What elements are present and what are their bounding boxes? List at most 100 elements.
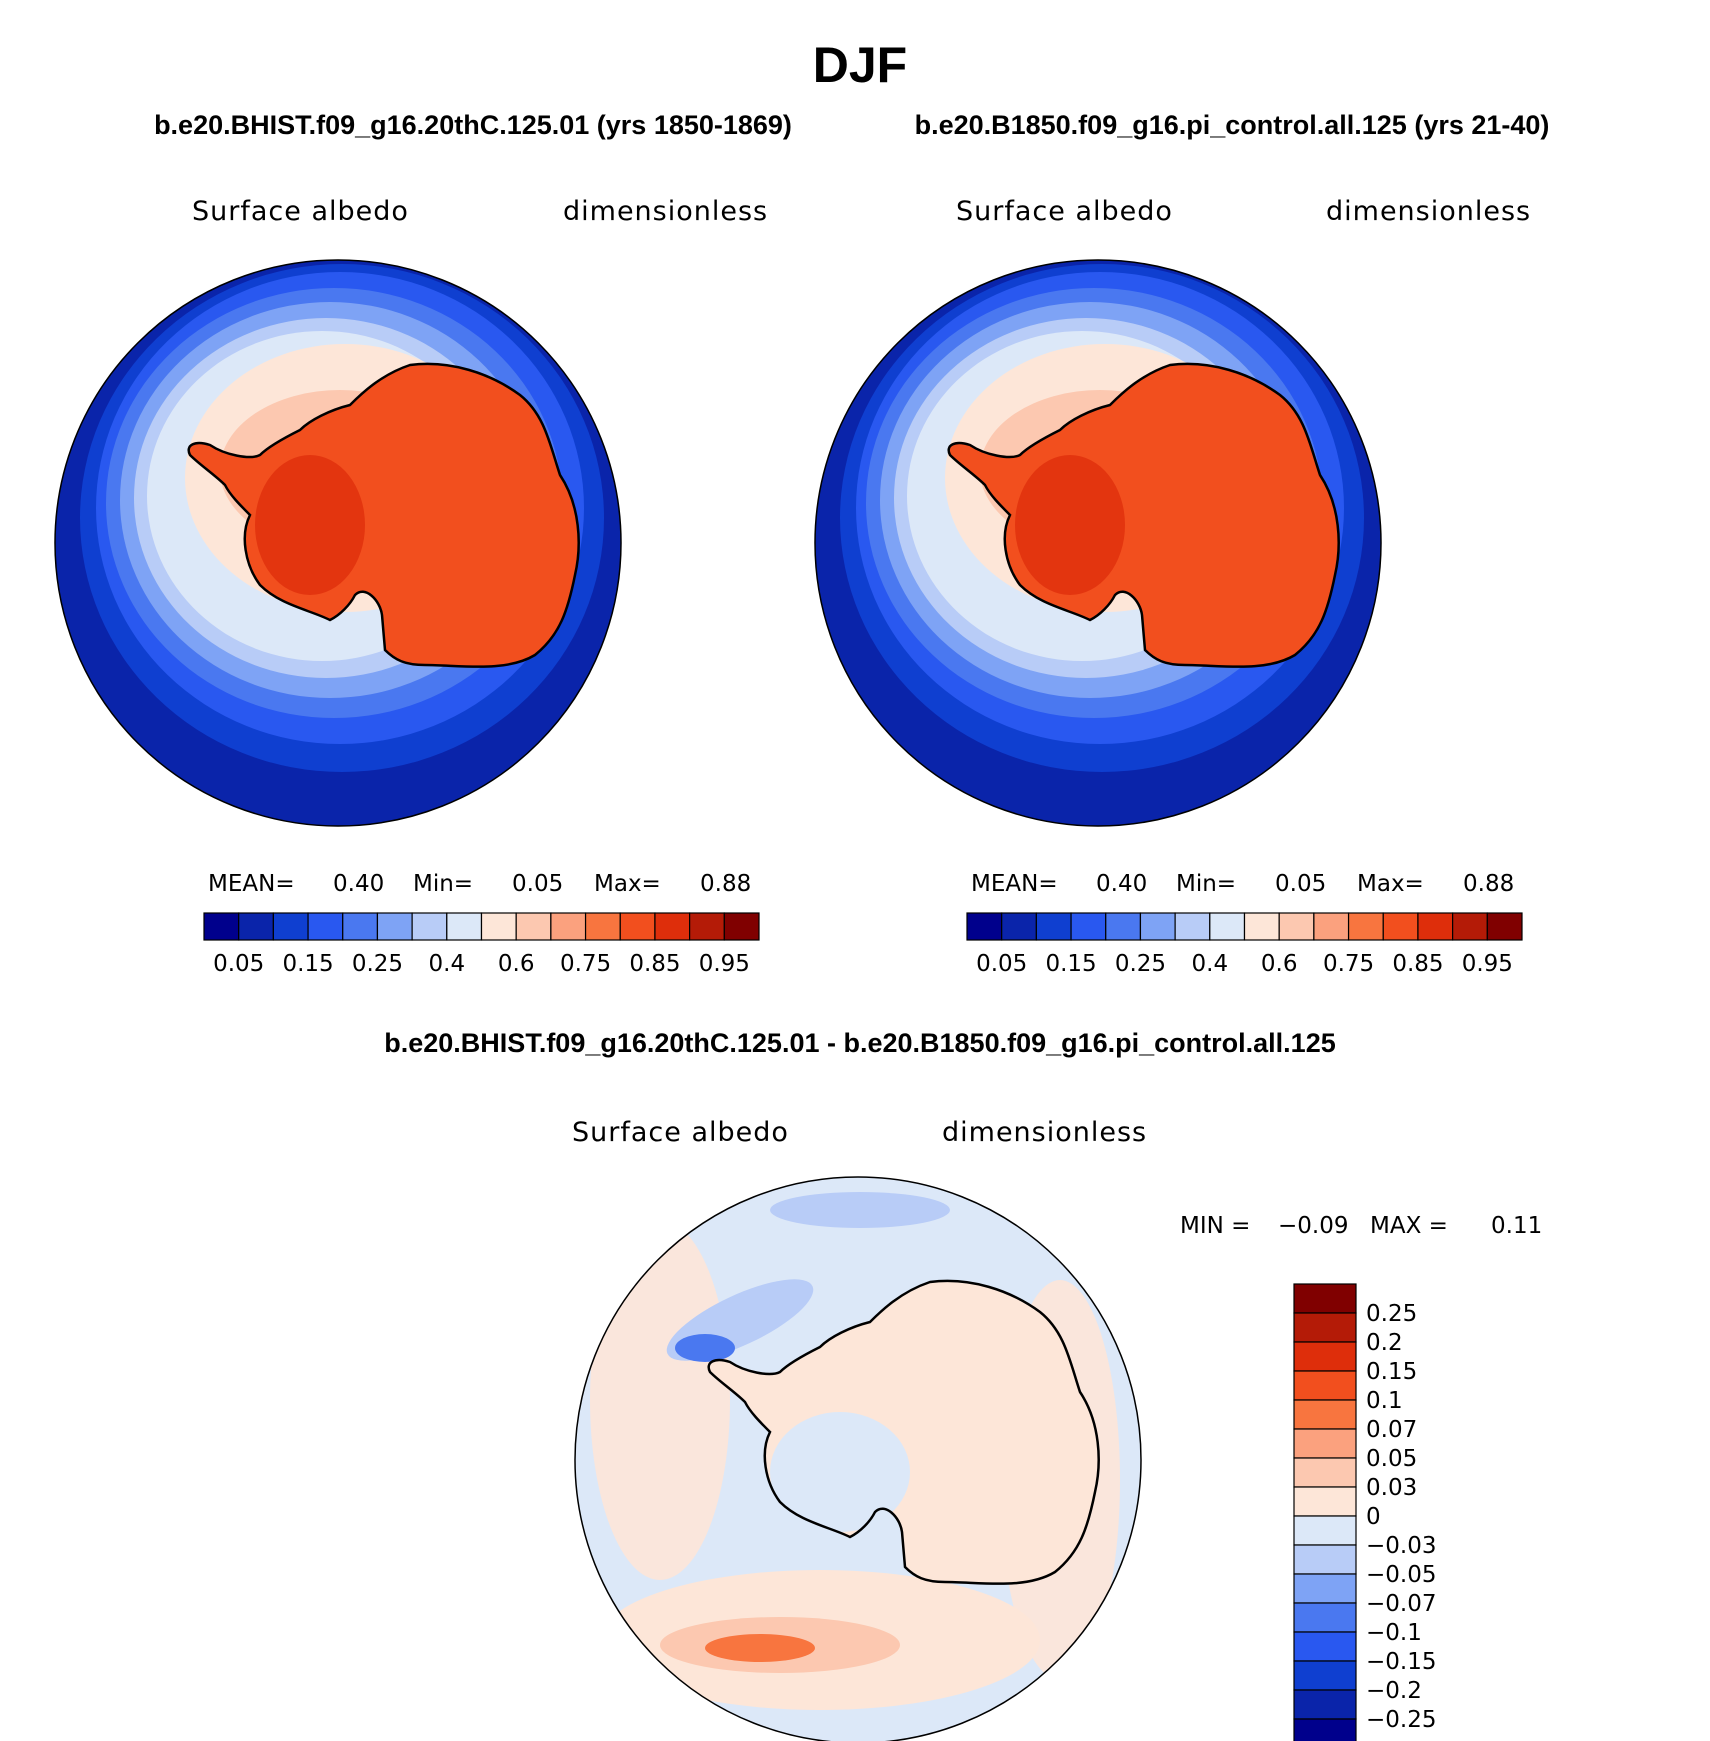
diff-colorbar-swatch (1293, 1428, 1357, 1459)
left-colorbar-swatch (238, 912, 274, 941)
left-colorbar-swatch (203, 912, 240, 941)
diff-polar-map (575, 1177, 1141, 1741)
right-colorbar-swatch (1452, 912, 1488, 941)
right-colorbar-swatch (1278, 912, 1315, 941)
diff-colorbar-swatch (1293, 1370, 1357, 1401)
right-polar-map (815, 260, 1381, 826)
right-colorbar-swatch (1417, 912, 1454, 941)
subtitle-right: b.e20.B1850.f09_g16.pi_control.all.125 (… (915, 110, 1550, 140)
diff-colorbar-swatch (1293, 1341, 1357, 1372)
diff-colorbar-tick-label: −0.2 (1366, 1678, 1422, 1704)
diff-colorbar-swatch (1293, 1718, 1357, 1741)
diff-colorbar-tick-label: 0.1 (1366, 1388, 1403, 1414)
diff-colorbar-tick-label: −0.07 (1366, 1591, 1436, 1617)
diff-colorbar-tick-label: 0.15 (1366, 1359, 1417, 1385)
diff-colorbar-swatch (1293, 1399, 1357, 1430)
right-max-value: 0.88 (1463, 871, 1514, 897)
diff-colorbar-tick-label: −0.1 (1366, 1620, 1422, 1646)
right-mean-value: 0.40 (1096, 871, 1147, 897)
diff-variable-label: Surface albedo (572, 1117, 789, 1148)
left-colorbar-tick-label: 0.85 (629, 951, 680, 977)
left-colorbar-swatch (342, 912, 379, 941)
right-map-border (814, 259, 1382, 827)
right-colorbar-swatch (1001, 912, 1037, 941)
right-colorbar-swatch (1243, 912, 1280, 941)
diff-colorbar-swatch (1293, 1515, 1357, 1546)
diff-colorbar-tick-label: 0.25 (1366, 1301, 1417, 1327)
left-colorbar-swatch (307, 912, 344, 941)
diff-min-label: MIN = (1180, 1213, 1250, 1239)
left-mean-label: MEAN= (208, 871, 295, 897)
right-colorbar-tick-label: 0.75 (1323, 951, 1374, 977)
left-colorbar-swatch (376, 912, 413, 941)
right-colorbar-swatch (966, 912, 1003, 941)
diff-max-value: 0.11 (1491, 1213, 1542, 1239)
subtitle-left: b.e20.BHIST.f09_g16.20thC.125.01 (yrs 18… (154, 110, 792, 140)
left-colorbar-tick-label: 0.15 (282, 951, 333, 977)
left-colorbar: 0.05 0.15 0.25 0.4 0.6 0.75 0.85 0.95 (203, 912, 760, 977)
right-colorbar: 0.05 0.15 0.25 0.4 0.6 0.75 0.85 0.95 (966, 912, 1523, 977)
diff-colorbar-tick-label: −0.05 (1366, 1562, 1436, 1588)
diff-colorbar-swatch (1293, 1602, 1357, 1633)
left-map-border (54, 259, 622, 827)
left-colorbar-swatch (584, 912, 621, 941)
diff-colorbar-swatch (1293, 1283, 1357, 1314)
right-colorbar-tick-label: 0.25 (1115, 951, 1166, 977)
diff-title: b.e20.BHIST.f09_g16.20thC.125.01 - b.e20… (384, 1028, 1335, 1058)
left-min-label: Min= (413, 871, 473, 897)
diff-min-value: −0.09 (1278, 1213, 1348, 1239)
diff-colorbar-swatch (1293, 1689, 1357, 1720)
right-colorbar-swatch (1070, 912, 1107, 941)
diff-colorbar-swatch (1293, 1631, 1357, 1662)
left-colorbar-tick-label: 0.75 (560, 951, 611, 977)
left-units-label: dimensionless (563, 196, 768, 227)
left-min-value: 0.05 (512, 871, 563, 897)
diff-colorbar-swatch (1293, 1573, 1357, 1604)
right-min-value: 0.05 (1275, 871, 1326, 897)
diff-colorbar-tick-label: 0.03 (1366, 1475, 1417, 1501)
left-colorbar-swatch (654, 912, 691, 941)
diff-colorbar: 0.25 0.2 0.15 0.1 0.07 0.05 0.03 0 −0.03 −0.05 −0.… (1293, 1283, 1436, 1741)
left-colorbar-tick-label: 0.4 (429, 951, 466, 977)
left-colorbar-swatch (723, 912, 760, 941)
diff-colorbar-swatch (1293, 1660, 1357, 1691)
diff-colorbar-tick-label: −0.15 (1366, 1649, 1436, 1675)
right-colorbar-tick-label: 0.95 (1462, 951, 1513, 977)
right-colorbar-swatch (1209, 912, 1246, 941)
left-colorbar-swatch (411, 912, 448, 941)
diff-units-label: dimensionless (942, 1117, 1147, 1148)
right-colorbar-tick-label: 0.85 (1392, 951, 1443, 977)
right-colorbar-swatch (1486, 912, 1523, 941)
left-colorbar-swatch (480, 912, 517, 941)
diff-map-border (574, 1176, 1142, 1741)
left-colorbar-swatch (446, 912, 483, 941)
right-colorbar-swatch (1139, 912, 1176, 941)
right-colorbar-tick-label: 0.05 (976, 951, 1027, 977)
left-polar-map (55, 260, 621, 826)
right-max-label: Max= (1357, 871, 1424, 897)
left-mean-value: 0.40 (333, 871, 384, 897)
right-colorbar-swatch (1035, 912, 1072, 941)
diff-colorbar-swatch (1293, 1312, 1357, 1343)
left-panel: Surface albedo dimensionless MEAN= 0.40 … (54, 196, 768, 977)
right-colorbar-swatch (1347, 912, 1384, 941)
diff-colorbar-tick-label: −0.25 (1366, 1707, 1436, 1733)
right-variable-label: Surface albedo (956, 196, 1173, 227)
right-panel: Surface albedo dimensionless MEAN= 0.40 … (814, 196, 1530, 977)
left-colorbar-tick-label: 0.25 (352, 951, 403, 977)
diff-colorbar-tick-label: 0 (1366, 1504, 1381, 1530)
left-max-label: Max= (594, 871, 661, 897)
diff-colorbar-swatch (1293, 1544, 1357, 1575)
left-colorbar-swatch (689, 912, 725, 941)
left-colorbar-swatch (550, 912, 587, 941)
right-colorbar-swatch (1313, 912, 1350, 941)
right-mean-label: MEAN= (971, 871, 1058, 897)
left-variable-label: Surface albedo (192, 196, 409, 227)
right-colorbar-swatch (1174, 912, 1211, 941)
left-colorbar-tick-label: 0.05 (213, 951, 264, 977)
figure-title: DJF (813, 37, 907, 93)
diff-max-label: MAX = (1370, 1213, 1448, 1239)
right-colorbar-tick-label: 0.4 (1192, 951, 1229, 977)
diff-colorbar-tick-label: 0.05 (1366, 1446, 1417, 1472)
